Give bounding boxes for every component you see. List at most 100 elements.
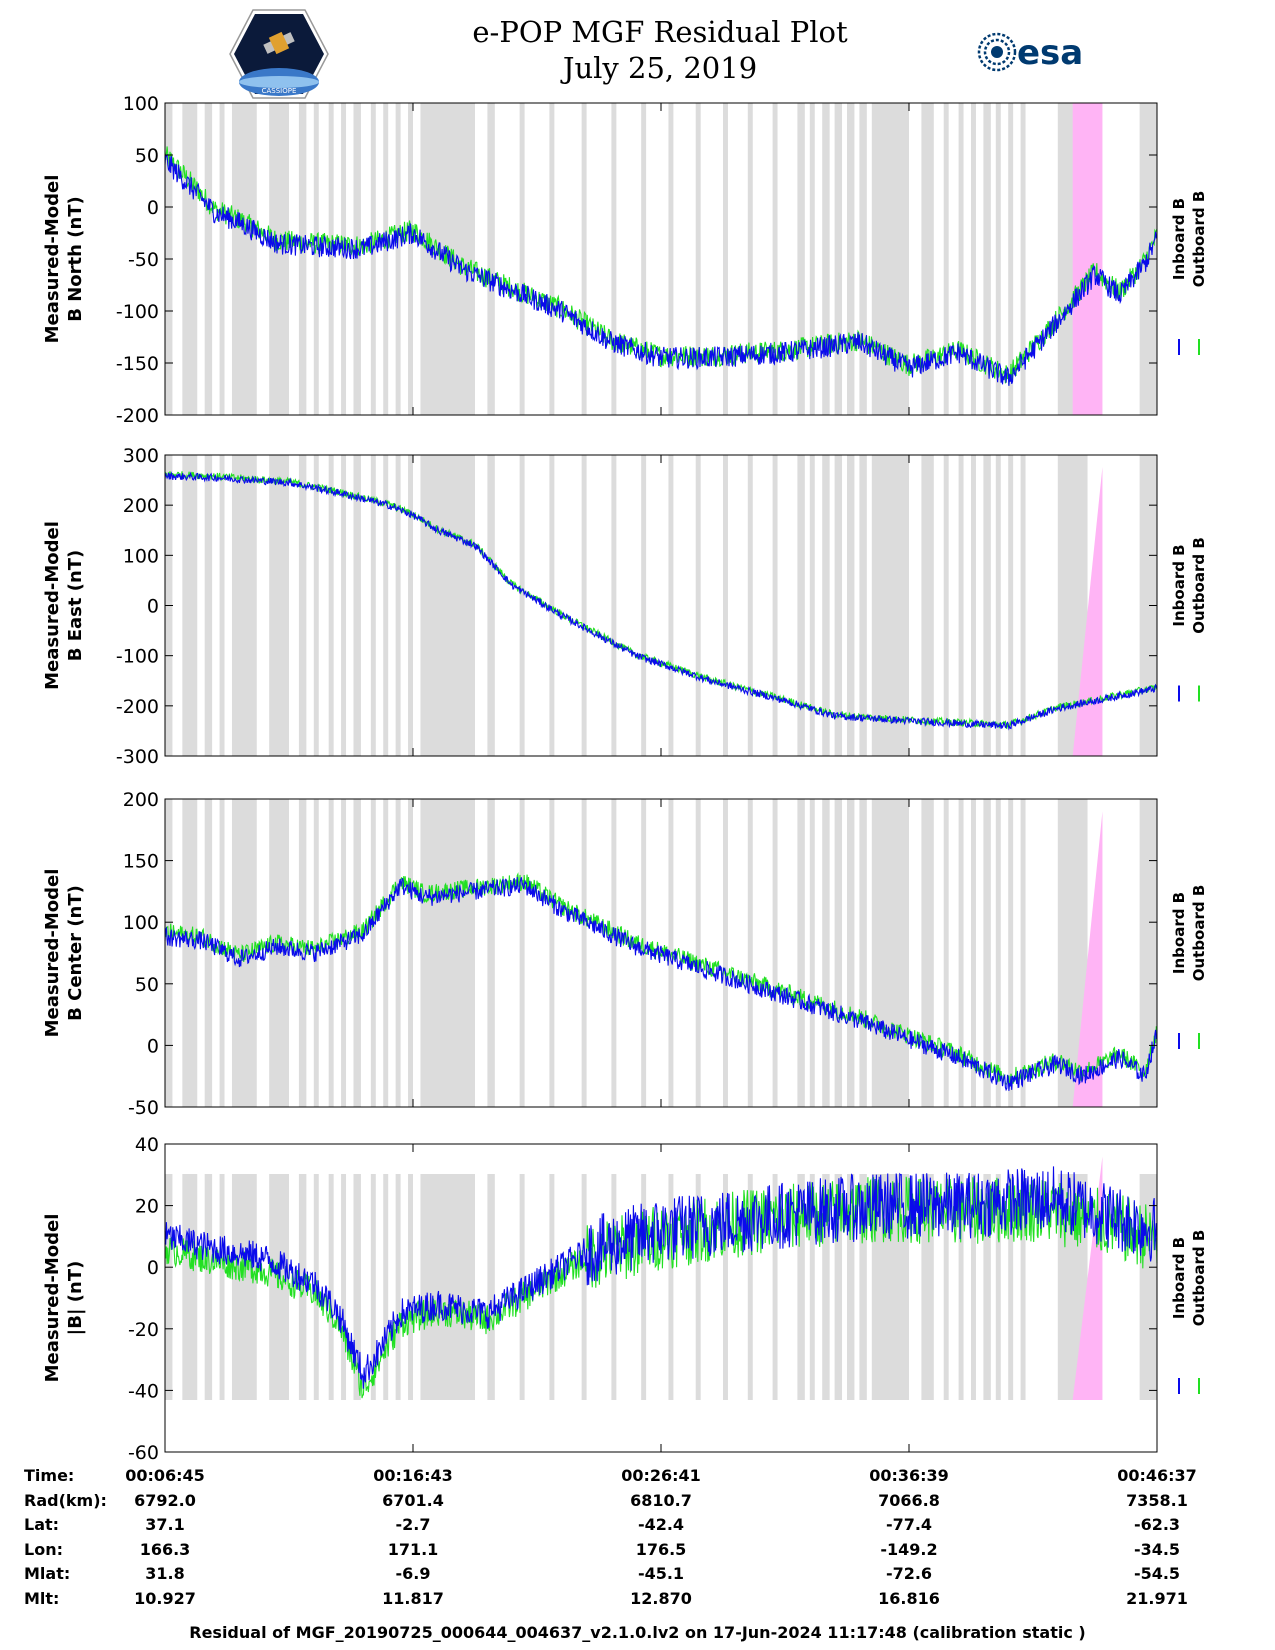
ephemeris-row-label: Mlat: <box>24 1564 71 1583</box>
data-gap-band <box>983 103 991 415</box>
data-gap-band <box>408 799 413 1107</box>
data-gap-band <box>328 103 334 415</box>
footer-caption: Residual of MGF_20190725_000644_004637_v… <box>189 1623 1086 1642</box>
y-tick-label: 200 <box>123 495 159 517</box>
ephemeris-cell: -149.2 <box>880 1539 938 1559</box>
y-tick-label: 100 <box>123 912 159 934</box>
ephemeris-row-label: Rad(km): <box>24 1490 107 1510</box>
data-gap-band <box>313 455 319 756</box>
y-axis-label-line2: B North (nT) <box>65 196 86 322</box>
data-gap-band <box>383 103 389 415</box>
y-tick-label: 50 <box>135 145 159 167</box>
data-gap-band <box>995 1174 1001 1400</box>
data-gap-band <box>695 103 701 415</box>
data-gap-band <box>420 799 475 1107</box>
data-gap-band <box>797 799 805 1107</box>
data-gap-band <box>641 1174 647 1400</box>
data-gap-band <box>847 799 855 1107</box>
data-gap-band <box>834 455 843 756</box>
data-gap-band <box>204 455 213 756</box>
y-tick-label: -40 <box>128 1380 159 1402</box>
data-gap-band <box>958 1174 964 1400</box>
y-tick-label: -20 <box>128 1319 159 1341</box>
ephemeris-cell: 00:36:39 <box>869 1466 949 1485</box>
y-axis-label-line2: B Center (nT) <box>65 885 86 1021</box>
data-gap-band <box>1008 1174 1014 1400</box>
y-tick-label: 40 <box>135 1134 159 1156</box>
data-gap-band <box>408 1174 413 1400</box>
y-tick-label: 200 <box>123 789 159 811</box>
ephemeris-cell: 6701.4 <box>382 1490 444 1510</box>
data-gap-band <box>668 103 674 415</box>
data-gap-band <box>958 103 964 415</box>
data-gap-band <box>420 455 475 756</box>
data-gap-band <box>219 103 225 415</box>
y-axis-label-line2: |B| (nT) <box>65 1261 86 1336</box>
data-gap-band <box>859 103 867 415</box>
ephemeris-cell: 6792.0 <box>134 1490 196 1510</box>
data-gap-band <box>395 799 401 1107</box>
data-gap-band <box>395 1174 401 1400</box>
y-axis-label-line1: Measured-Model <box>42 869 63 1038</box>
ephemeris-table: Time: Rad(km): Lat: Lon: Mlat: Mlt: 00:06:45 67… <box>0 1466 1275 1626</box>
data-gap-band <box>298 103 307 415</box>
y-tick-label: 50 <box>135 974 159 996</box>
ephemeris-cell: 10.927 <box>134 1588 196 1608</box>
data-gap-band <box>772 1174 778 1400</box>
data-gap-band <box>341 455 347 756</box>
data-gap-band <box>581 1174 587 1400</box>
calibration-band <box>1072 811 1103 1107</box>
ephemeris-cell: -62.3 <box>1133 1515 1181 1534</box>
data-gap-band <box>797 455 805 756</box>
data-gap-band <box>847 1174 855 1400</box>
outboard-series-line <box>164 146 1158 386</box>
y-tick-label: 100 <box>123 545 159 567</box>
ephemeris-cell: 37.1 <box>145 1515 185 1534</box>
esa-logo: esa <box>977 32 1083 73</box>
data-gap-band <box>370 799 376 1107</box>
data-gap-band <box>943 799 949 1107</box>
data-gap-band <box>822 103 830 415</box>
data-gap-band <box>581 799 587 1107</box>
data-gap-band <box>668 455 674 756</box>
data-gap-band <box>871 103 909 415</box>
ephemeris-cell: -72.6 <box>885 1564 933 1583</box>
data-gap-band <box>971 455 976 756</box>
data-gap-band <box>772 799 778 1107</box>
ephemeris-cell: 16.816 <box>878 1588 940 1608</box>
ephemeris-cell: 166.3 <box>139 1539 191 1559</box>
data-gap-band <box>958 455 964 756</box>
data-gap-band <box>204 1174 213 1400</box>
data-gap-band <box>695 799 701 1107</box>
data-gap-band <box>859 1174 867 1400</box>
data-gap-band <box>298 455 307 756</box>
data-gap-band <box>1020 455 1026 756</box>
calibration-band <box>1072 467 1103 756</box>
y-tick-label: -200 <box>116 696 159 718</box>
inboard-series-line <box>164 153 1158 386</box>
data-gap-band <box>943 103 949 415</box>
data-gap-band <box>995 103 1001 415</box>
data-gap-band <box>871 799 909 1107</box>
ephemeris-cell: 00:46:37 <box>1117 1466 1197 1485</box>
data-gap-band <box>723 799 728 1107</box>
ephemeris-cell: -45.1 <box>637 1564 685 1583</box>
data-gap-band <box>695 455 701 756</box>
inboard-series-line <box>164 1166 1158 1389</box>
data-gap-band <box>611 455 617 756</box>
data-gap-band <box>847 455 855 756</box>
data-gap-band <box>747 103 753 415</box>
data-gap-band <box>353 799 361 1107</box>
data-gap-band <box>611 103 617 415</box>
y-tick-label: 300 <box>123 445 159 467</box>
y-tick-label: 0 <box>147 596 159 618</box>
ephemeris-cell: 12.870 <box>630 1588 692 1608</box>
data-gap-band <box>971 103 976 415</box>
y-tick-label: -300 <box>116 746 159 768</box>
data-gap-band <box>353 455 361 756</box>
data-gap-band <box>204 103 213 415</box>
data-gap-band <box>921 103 934 415</box>
data-gap-band <box>747 1174 753 1400</box>
ephemeris-cell: -54.5 <box>1133 1564 1181 1583</box>
data-gap-band <box>1139 799 1157 1107</box>
